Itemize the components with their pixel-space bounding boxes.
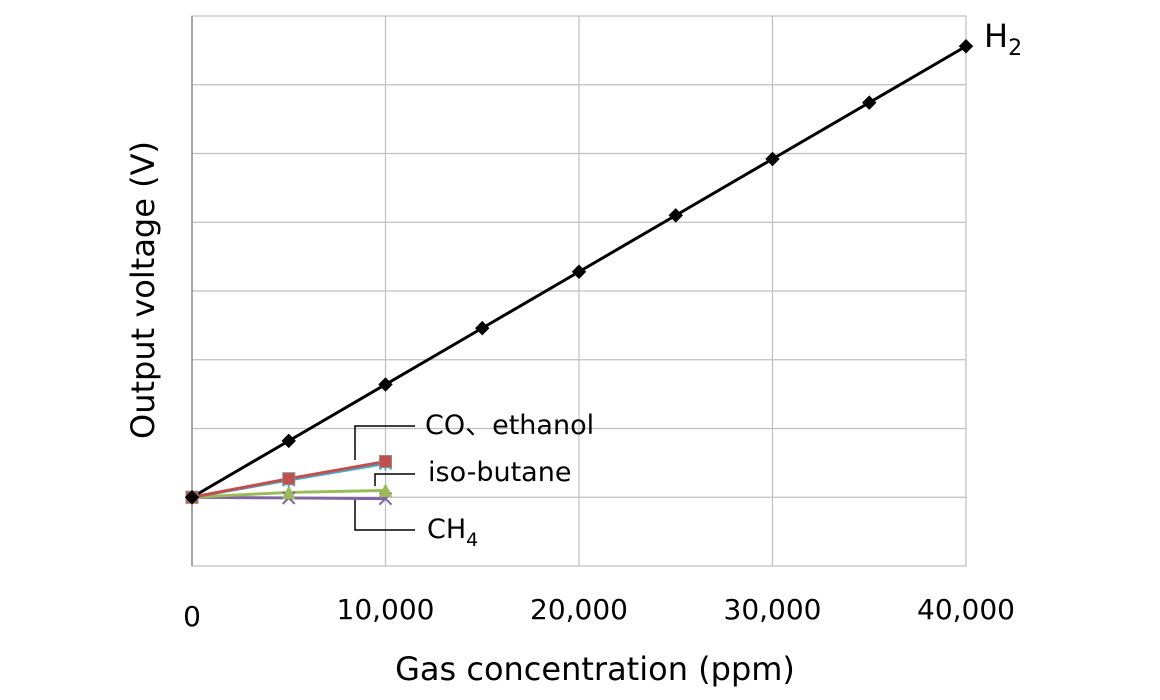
data-point	[184, 490, 200, 505]
triangle-marker	[281, 485, 296, 499]
square-marker	[282, 472, 296, 486]
grid	[191, 15, 967, 567]
x-axis-title: Gas concentration (ppm)	[395, 650, 795, 688]
data-point	[281, 485, 296, 499]
x-tick-label: 10,000	[337, 593, 435, 626]
data-point	[282, 472, 296, 486]
data-point	[958, 39, 974, 54]
data-point	[379, 455, 392, 468]
x-tick-labels: 0 10,000 20,000 30,000 40,000	[183, 593, 1015, 633]
diamond-marker	[862, 95, 877, 110]
diamond-marker	[281, 433, 296, 449]
data-point	[668, 208, 683, 223]
data-point	[378, 483, 393, 497]
diamond-marker	[378, 377, 393, 392]
x-tick-label: 30,000	[724, 593, 822, 626]
label-leader-lines	[354, 425, 415, 531]
diamond-marker	[571, 264, 587, 279]
series-label-h2-text: H	[984, 17, 1008, 55]
leader-line-ch4	[354, 499, 415, 531]
data-point	[571, 264, 587, 279]
x-tick-label: 0	[183, 600, 201, 633]
diamond-marker	[765, 151, 780, 167]
diamond-marker	[668, 208, 683, 223]
series-label-iso-butane: iso-butane	[428, 457, 571, 488]
series-label-ch4: CH4	[427, 514, 478, 551]
series-label-iso-butane-text: iso-butane	[428, 457, 571, 488]
series-label-h2-subscript: 2	[1008, 36, 1022, 61]
data-point	[378, 377, 393, 392]
x-tick-label: 40,000	[917, 593, 1015, 626]
data-point	[862, 95, 877, 110]
series-label-ch4-subscript: 4	[466, 529, 478, 551]
diamond-marker	[184, 490, 200, 505]
series-label-co-ethanol: CO、ethanol	[425, 410, 594, 441]
series-label-ch4-text: CH	[427, 514, 466, 545]
leader-line-iso-butane	[374, 473, 415, 486]
series-markers	[184, 39, 974, 506]
data-point	[475, 320, 490, 336]
leader-line-co-ethanol	[354, 425, 415, 460]
series-labels: H2 CO、ethanol iso-butane CH4	[425, 17, 1022, 551]
data-point	[765, 151, 780, 167]
triangle-marker	[378, 483, 393, 497]
data-point	[281, 433, 296, 449]
y-axis-title: Output voltage (V)	[124, 141, 162, 439]
diamond-marker	[475, 320, 490, 336]
diamond-marker	[958, 39, 974, 54]
x-tick-label: 20,000	[530, 593, 628, 626]
series-label-h2: H2	[984, 17, 1022, 61]
square-marker	[379, 455, 392, 468]
series-label-co-ethanol-text: CO、ethanol	[425, 410, 594, 441]
